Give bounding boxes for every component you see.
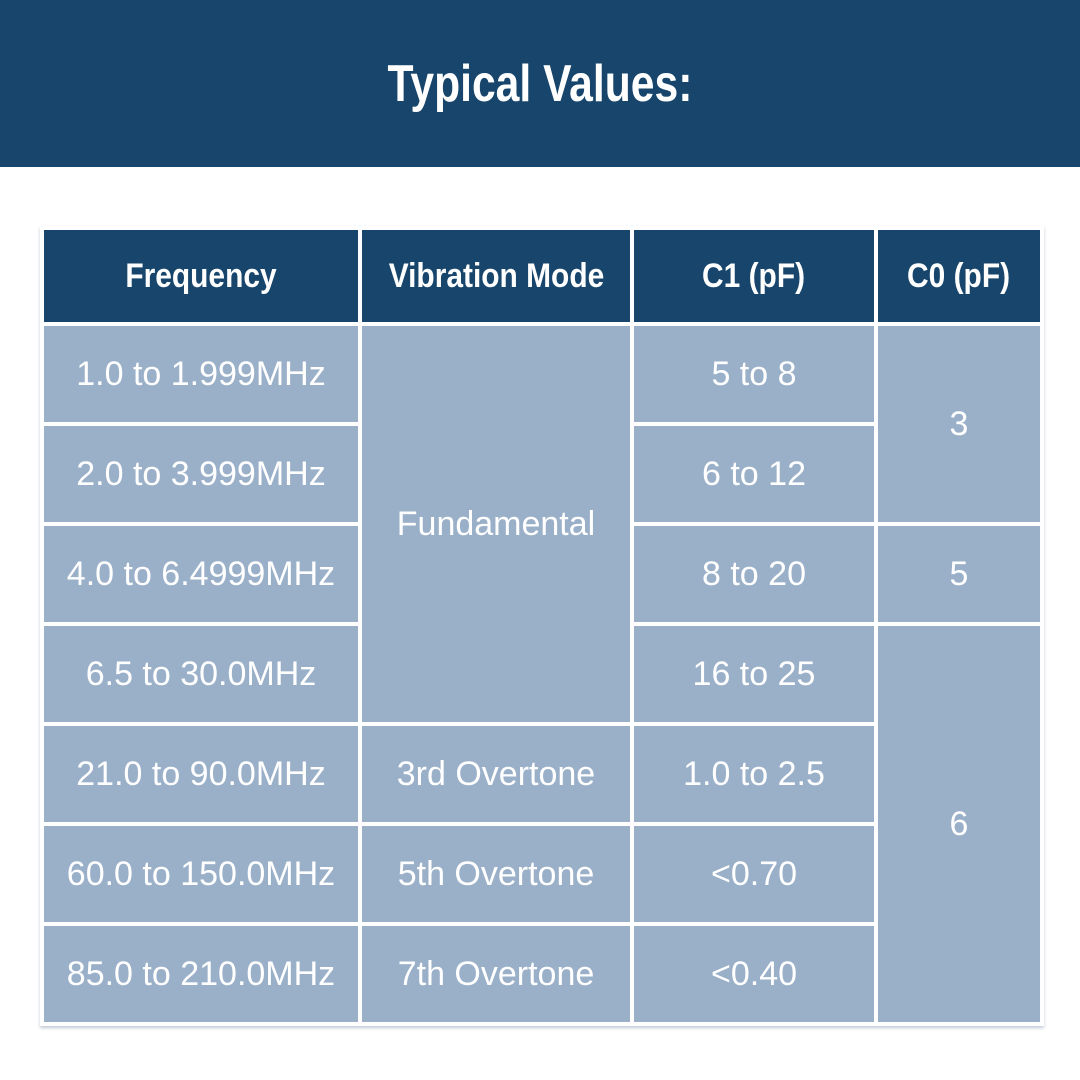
cell-c1: <0.40	[630, 922, 878, 1026]
table-row: 1.0 to 1.999MHz Fundamental 5 to 8 3	[40, 322, 1044, 726]
cell-frequency: 60.0 to 150.0MHz	[40, 822, 362, 926]
column-header-c1: C1 (pF)	[630, 226, 878, 326]
table-section: Frequency Vibration Mode C1 (pF) C0 (pF)…	[40, 226, 1044, 1026]
cell-vibration-mode: 5th Overtone	[358, 822, 634, 926]
cell-c1: 5 to 8	[630, 322, 878, 426]
cell-c1: 16 to 25	[630, 622, 878, 726]
table-row: 2.0 to 3.999MHz 6 to 12	[40, 422, 1042, 526]
cell-c1: 8 to 20	[630, 522, 878, 626]
cell-frequency: 4.0 to 6.4999MHz	[40, 522, 362, 626]
cell-c0-group2: 5	[874, 522, 1044, 626]
table-row: 85.0 to 210.0MHz 7th Overtone <0.40	[40, 922, 1042, 1026]
cell-c1: 1.0 to 2.5	[630, 722, 878, 826]
table-row: 60.0 to 150.0MHz 5th Overtone <0.70	[40, 822, 1042, 926]
cell-frequency: 1.0 to 1.999MHz	[40, 322, 362, 426]
cell-vibration-mode: 3rd Overtone	[358, 722, 634, 826]
column-header-frequency: Frequency	[40, 226, 362, 326]
table-row: 6.5 to 30.0MHz 16 to 25 6	[40, 622, 1044, 1026]
page-title: Typical Values:	[387, 54, 693, 113]
typical-values-table: Frequency Vibration Mode C1 (pF) C0 (pF)…	[40, 226, 1044, 1026]
cell-c0-group1: 3	[874, 322, 1044, 526]
title-banner: Typical Values:	[0, 0, 1080, 167]
table-row: 21.0 to 90.0MHz 3rd Overtone 1.0 to 2.5	[40, 722, 1042, 826]
cell-c0-group3: 6	[874, 622, 1044, 1026]
column-header-c0: C0 (pF)	[874, 226, 1044, 326]
cell-vibration-mode: 7th Overtone	[358, 922, 634, 1026]
cell-vibration-mode-fundamental: Fundamental	[358, 322, 634, 726]
column-header-vibration-mode: Vibration Mode	[358, 226, 634, 326]
cell-frequency: 2.0 to 3.999MHz	[40, 422, 362, 526]
cell-frequency: 6.5 to 30.0MHz	[40, 622, 362, 726]
cell-frequency: 85.0 to 210.0MHz	[40, 922, 362, 1026]
cell-c1: <0.70	[630, 822, 878, 926]
table-row: 4.0 to 6.4999MHz 8 to 20 5	[40, 522, 1044, 626]
cell-frequency: 21.0 to 90.0MHz	[40, 722, 362, 826]
header-row: Frequency Vibration Mode C1 (pF) C0 (pF)	[40, 226, 1044, 326]
cell-c1: 6 to 12	[630, 422, 878, 526]
